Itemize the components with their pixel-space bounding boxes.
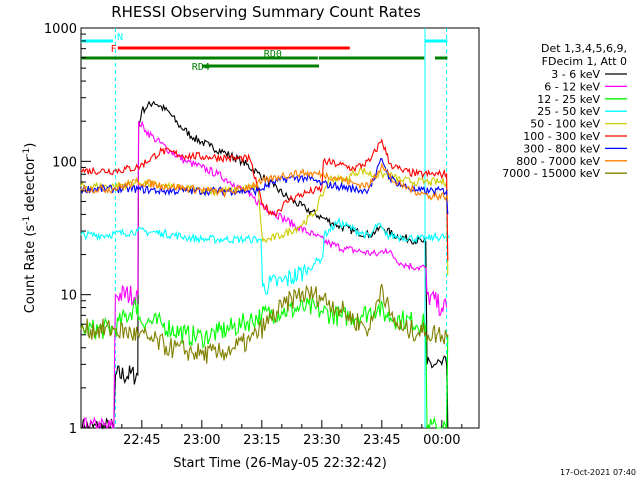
chart-title: RHESSI Observing Summary Count Rates [111, 3, 421, 21]
y-tick-label: 1000 [44, 22, 77, 37]
y-tick-label: 10 [60, 289, 77, 304]
instrument-state-bars: NF RD0 RD4 [81, 32, 448, 73]
legend-item-label: 6 - 12 keV [544, 80, 600, 93]
series-line-6 [80, 157, 449, 215]
state-bar-label-2: RD0 [264, 49, 282, 60]
state-bar-label-3: RD4 [192, 62, 210, 73]
x-tick-label: 23:00 [183, 433, 220, 448]
legend-header-line-1: Det 1,3,4,5,6,9, [541, 42, 627, 55]
x-tick-label: 23:30 [303, 433, 340, 448]
x-tick-label: 22:45 [123, 433, 160, 448]
series-line-5 [80, 138, 449, 261]
legend-item-label: 25 - 50 keV [537, 105, 600, 118]
plot-area: NF RD0 RD4 22:45 23:00 23:15 23:30 23:45 00:00 1… [44, 22, 480, 448]
axis-ticks: 22:45 23:00 23:15 23:30 23:45 00:00 1 10 100 1000 [44, 22, 463, 448]
y-tick-label: 100 [52, 155, 77, 170]
state-bar-label-0: N [117, 32, 123, 43]
legend-item-label: 800 - 7000 keV [516, 155, 600, 168]
legend-header-line-2: FDecim 1, Att 0 [542, 55, 627, 68]
plot-frame [80, 27, 480, 429]
series-line-2 [80, 297, 449, 431]
timestamp: 17-Oct-2021 07:40 [560, 468, 636, 477]
series-line-8 [80, 283, 449, 364]
series-line-4 [80, 166, 449, 276]
x-tick-label: 23:15 [243, 433, 280, 448]
legend-item-label: 7000 - 15000 keV [502, 167, 600, 180]
x-axis-label: Start Time (26-May-05 22:32:42) [173, 456, 387, 471]
x-tick-label: 00:00 [423, 433, 460, 448]
series-line-3 [80, 216, 450, 296]
legend-item-label: 100 - 300 keV [523, 130, 600, 143]
y-axis-label: Count Rate (s-1 detector-1) [22, 143, 38, 314]
legend-item-label: 12 - 25 keV [537, 93, 600, 106]
state-bar-label-1: F [111, 44, 117, 55]
legend-item-label: 50 - 100 keV [530, 118, 600, 131]
series-line-0 [81, 100, 449, 430]
y-tick-label: 1 [69, 422, 77, 437]
series-line-7 [80, 162, 449, 202]
legend-item-label: 300 - 800 keV [523, 142, 600, 155]
legend-item-label: 3 - 6 keV [551, 68, 600, 81]
legend: Det 1,3,4,5,6,9, FDecim 1, Att 0 3 - 6 k… [502, 42, 627, 180]
x-tick-label: 23:45 [363, 433, 400, 448]
series-line-1 [81, 120, 448, 429]
series-layer [80, 100, 450, 431]
mode-boundary-lines [114, 28, 448, 428]
